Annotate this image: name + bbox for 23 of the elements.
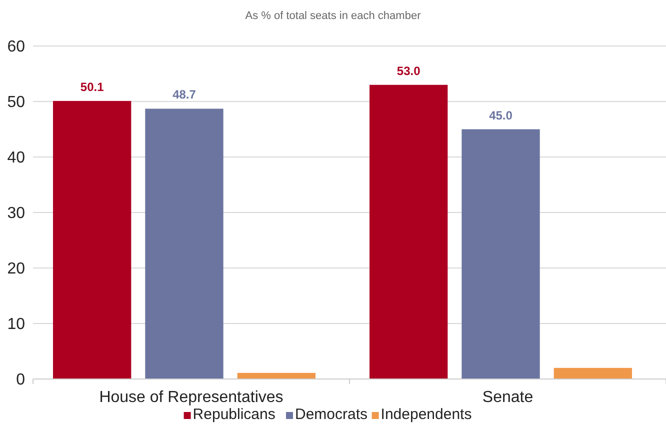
y-tick-label: 40	[7, 150, 26, 167]
y-tick-label: 60	[7, 38, 26, 56]
bar	[53, 100, 132, 379]
bar	[145, 108, 224, 379]
y-tick-label: 10	[7, 316, 26, 334]
bar	[554, 368, 632, 379]
x-tick-label: House of Representatives	[99, 389, 284, 406]
legend-label: Republicans	[192, 406, 276, 423]
x-tick-label: Senate	[482, 389, 534, 406]
bar	[370, 84, 448, 379]
data-label: 48.7	[172, 88, 196, 102]
y-tick-label: 0	[16, 372, 26, 389]
bar	[462, 129, 540, 379]
y-tick-label: 20	[7, 260, 26, 278]
data-label: 50.1	[80, 80, 104, 94]
legend-label: Independents	[380, 406, 472, 423]
data-label: 45.0	[489, 108, 513, 122]
bar	[237, 372, 316, 379]
y-tick-label: 50	[7, 94, 26, 112]
chart-subtitle: As % of total seats in each chamber	[245, 10, 422, 22]
legend-label: Democrats	[295, 406, 368, 423]
y-tick-label: 30	[7, 205, 26, 222]
data-label: 53.0	[396, 64, 421, 78]
